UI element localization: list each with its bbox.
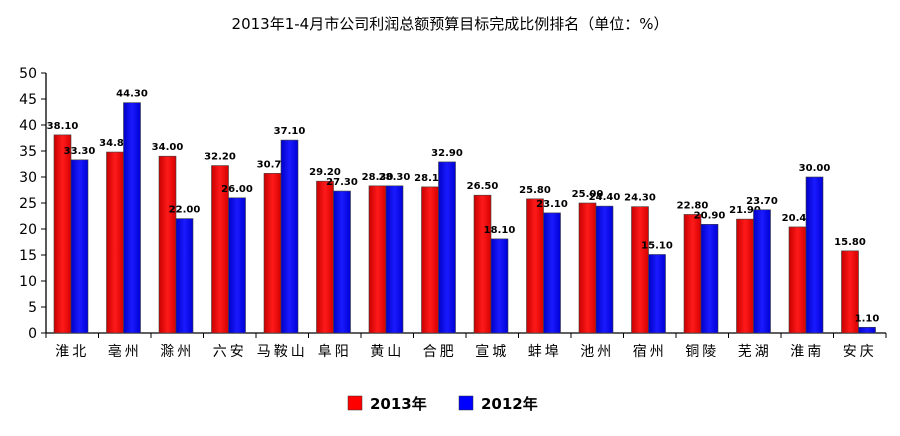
y-tick-label: 0 (28, 326, 37, 342)
data-label: 32.90 (431, 148, 463, 159)
data-label: 24.40 (589, 192, 621, 203)
data-label: 15.10 (641, 240, 673, 251)
bar-2013 (106, 151, 124, 334)
data-label: 22.00 (169, 205, 201, 216)
bar-2013 (526, 198, 544, 334)
bar-2012 (805, 176, 824, 334)
data-label: 26.00 (221, 184, 253, 195)
x-tick-label: 马鞍山 (257, 344, 308, 360)
data-label: 15.80 (834, 237, 866, 248)
data-label: 44.30 (116, 89, 148, 100)
legend: 2013年 2012年 (347, 395, 538, 413)
x-tick-label: 蚌埠 (528, 343, 562, 360)
y-tick-label: 20 (19, 222, 37, 238)
bar-2013 (263, 173, 282, 334)
bar-2012 (648, 254, 666, 334)
y-tick-label: 40 (19, 118, 37, 134)
data-label: 28.30 (362, 172, 394, 183)
legend-label: 2012年 (481, 395, 538, 413)
y-tick-label: 50 (19, 66, 37, 82)
x-tick-label: 池州 (580, 344, 614, 360)
bar-2013 (158, 155, 177, 334)
bar-2012 (858, 326, 876, 334)
y-tick-label: 15 (19, 248, 37, 264)
data-label: 1.10 (855, 313, 880, 324)
data-label: 21.90 (729, 205, 761, 216)
y-tick-label: 45 (19, 92, 37, 108)
x-tick-label: 淮北 (55, 344, 89, 360)
data-label: 25.00 (572, 189, 604, 200)
bar-2013 (368, 185, 387, 334)
bar-2013 (578, 202, 597, 334)
data-label: 26.50 (467, 181, 499, 192)
data-label: 20.40 (782, 213, 814, 224)
bar-2012 (70, 159, 89, 334)
bar-2012 (438, 161, 456, 334)
x-tick-label: 宿州 (633, 343, 667, 360)
x-tick-label: 六安 (213, 344, 247, 360)
bar-2012 (280, 139, 299, 334)
y-tick-label: 30 (19, 170, 37, 186)
data-label: 23.10 (536, 199, 568, 210)
data-label: 37.10 (274, 126, 306, 137)
x-tick-label: 滁州 (160, 344, 194, 360)
data-label: 25.80 (519, 185, 551, 196)
plot-area: 0 5 10 15 20 25 30 35 40 45 50 淮北 亳州 滁州 六安 马鞍山 阜阳 黄山 合肥 宣城 蚌… (19, 66, 887, 360)
x-tick-label: 安庆 (843, 344, 877, 360)
bar-2012 (228, 197, 246, 334)
data-label: 32.20 (204, 152, 236, 163)
legend-swatch (347, 395, 363, 411)
data-label: 29.20 (309, 167, 341, 178)
data-label: 20.90 (694, 210, 726, 221)
legend-label: 2013年 (370, 395, 427, 413)
bar-2013 (53, 134, 72, 334)
bar-2012 (385, 185, 404, 334)
x-tick-label: 亳州 (108, 343, 142, 360)
data-label: 27.30 (326, 177, 358, 188)
bar-2013 (316, 180, 334, 334)
bar-2013 (631, 206, 649, 334)
bar-2013 (683, 214, 702, 334)
bar-2013 (473, 194, 492, 334)
x-tick-label: 宣城 (475, 344, 509, 360)
x-tick-label: 铜陵 (685, 344, 719, 360)
legend-swatch (458, 395, 474, 411)
data-label: 28.10 (414, 173, 446, 184)
bar-2012 (123, 102, 141, 334)
data-label: 24.30 (624, 193, 656, 204)
x-tick-label: 合肥 (423, 344, 457, 360)
bar-2012 (333, 190, 351, 334)
x-tick-label: 黄山 (370, 343, 404, 360)
x-tick-label: 阜阳 (318, 343, 352, 360)
bar-2012 (543, 212, 561, 334)
bar-2013 (421, 186, 439, 334)
bar-2013 (788, 226, 807, 334)
y-tick-label: 5 (28, 300, 37, 316)
data-label: 30.00 (799, 163, 831, 174)
bar-2013 (841, 250, 859, 334)
data-label: 38.10 (47, 121, 79, 132)
bar-2012 (490, 238, 509, 334)
data-label: 33.30 (64, 146, 96, 157)
bar-2013 (736, 218, 754, 334)
bar-2012 (700, 224, 719, 334)
bar-2012 (595, 205, 614, 334)
data-label: 28.30 (379, 172, 411, 183)
data-label: 18.10 (484, 225, 516, 236)
y-tick-label: 10 (19, 274, 37, 290)
chart-title: 2013年1-4月市公司利润总额预算目标完成比例排名（单位：%） (232, 15, 669, 33)
data-label: 34.00 (152, 142, 184, 153)
x-tick-label: 芜湖 (738, 343, 772, 360)
data-label: 22.80 (677, 200, 709, 211)
data-label: 30.70 (257, 159, 289, 170)
bar-2012 (175, 218, 194, 334)
y-tick-label: 35 (19, 144, 37, 160)
data-label: 23.70 (746, 196, 778, 207)
bar-2012 (753, 209, 771, 334)
y-tick-label: 25 (19, 196, 37, 212)
data-label: 34.80 (99, 138, 131, 149)
x-tick-label: 淮南 (790, 344, 824, 360)
